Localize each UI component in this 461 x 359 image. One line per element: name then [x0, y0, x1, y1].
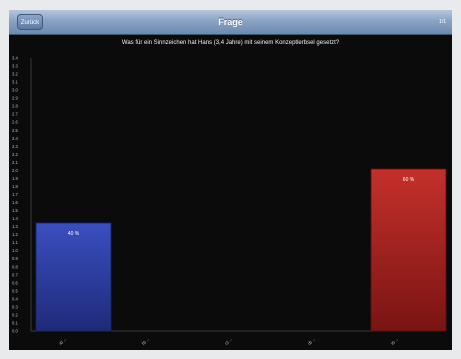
y-tick-label: 1.8 [12, 184, 18, 189]
y-tick-label: 1.1 [12, 240, 18, 245]
x-tick-label: a) ... [58, 336, 67, 345]
y-tick-label: 1.4 [12, 216, 18, 221]
y-tick-label: 2.2 [12, 152, 18, 157]
page-indicator: 1/1 [439, 19, 446, 25]
y-tick-label: 2.1 [12, 160, 18, 165]
y-tick-label: 2.3 [12, 144, 18, 149]
y-tick-label: 1.6 [12, 200, 18, 205]
y-tick-label: 0.9 [12, 256, 18, 261]
navigation-bar: Zurück Frage 1/1 [9, 10, 452, 35]
bar-value-label: 40 % [68, 231, 80, 237]
y-tick-label: 2.8 [12, 104, 18, 109]
bar-5 [370, 168, 447, 332]
bar-value-label: 60 % [403, 177, 415, 183]
answer-bar-chart: 0.0 0.1 0.2 0.3 0.4 0.5 0.6 0.7 0.8 0.9 1.0 1.1 1.2 1… [12, 56, 447, 346]
y-tick-label: 0.5 [12, 288, 18, 293]
y-tick-label: 3.1 [12, 80, 18, 85]
y-tick-label: 2.7 [12, 112, 18, 117]
y-tick-label: 0.6 [12, 280, 18, 285]
y-tick-label: 0.0 [12, 329, 18, 334]
x-tick-label: b) ... [141, 336, 150, 345]
y-tick-label: 1.7 [12, 192, 18, 197]
x-tick-label: e) ... [390, 336, 399, 345]
app-screen: Zurück Frage 1/1 Was für ein Sinnzeichen… [9, 10, 452, 350]
nav-title: Frage [218, 17, 243, 27]
x-tick-label: d) ... [307, 336, 316, 345]
y-tick-label: 3.4 [12, 56, 18, 61]
y-tick-label: 1.2 [12, 232, 18, 237]
back-button[interactable]: Zurück [17, 14, 43, 30]
y-tick-label: 0.8 [12, 264, 18, 269]
y-tick-label: 2.0 [12, 168, 18, 173]
y-tick-label: 0.3 [12, 304, 18, 309]
question-text: Was für ein Sinnzeichen hat Hans (3,4 Ja… [121, 40, 340, 46]
y-tick-label: 3.3 [12, 64, 18, 69]
y-tick-label: 0.1 [12, 320, 18, 325]
y-tick-label: 2.6 [12, 120, 18, 125]
y-tick-label: 3.0 [12, 88, 18, 93]
y-tick-label: 0.7 [12, 272, 18, 277]
y-tick-label: 3.2 [12, 72, 18, 77]
y-tick-label: 1.9 [12, 176, 18, 181]
y-tick-label: 2.9 [12, 96, 18, 101]
y-tick-label: 2.4 [12, 136, 18, 141]
y-tick-label: 0.4 [12, 296, 18, 301]
y-tick-label: 1.0 [12, 248, 18, 253]
x-tick-label: c) ... [224, 336, 233, 345]
y-tick-label: 0.2 [12, 312, 18, 317]
y-tick-label: 1.5 [12, 208, 18, 213]
y-tick-label: 2.5 [12, 128, 18, 133]
y-tick-label: 1.3 [12, 224, 18, 229]
bar-1 [35, 222, 112, 332]
